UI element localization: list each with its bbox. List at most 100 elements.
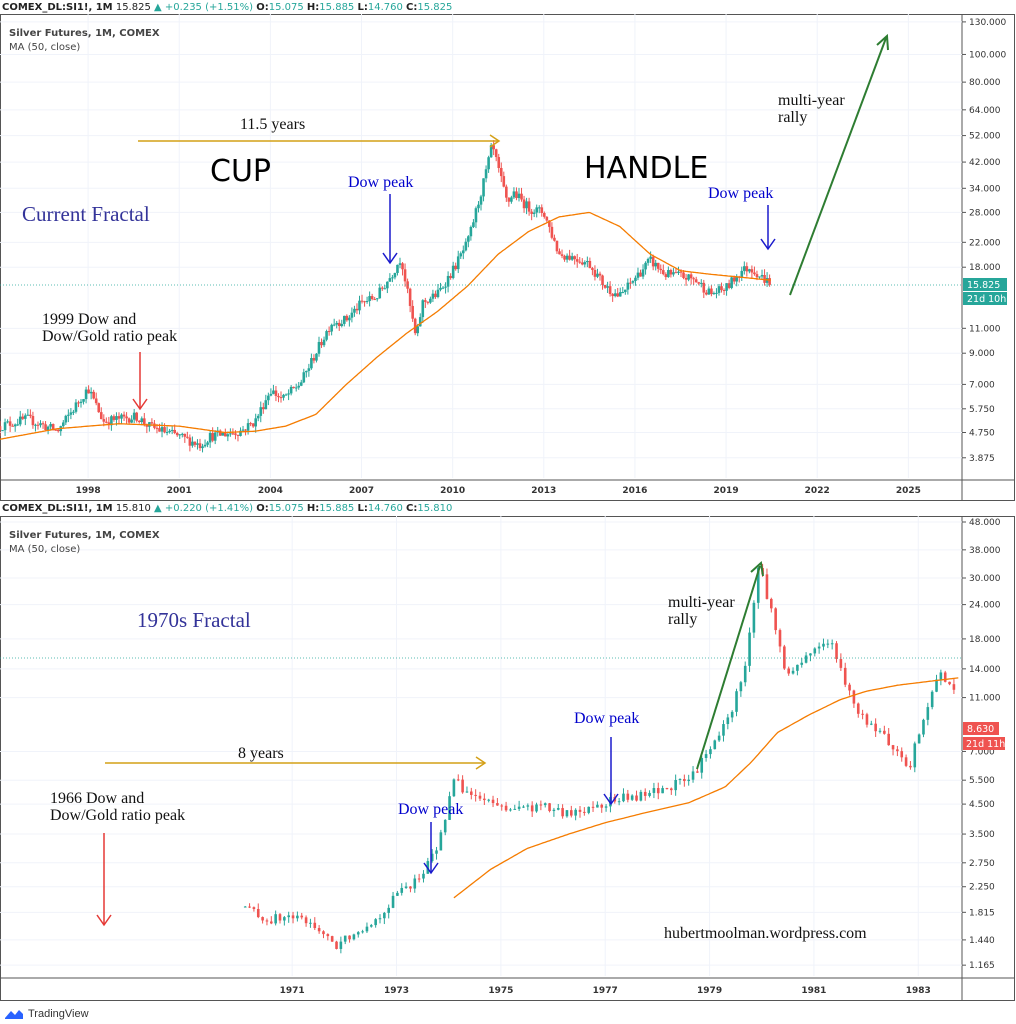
candle-body — [497, 157, 501, 168]
high-value: 15.885 — [319, 2, 355, 13]
candle-body — [127, 418, 131, 423]
candle-body — [578, 261, 582, 263]
candle-body — [856, 703, 860, 714]
candle-body — [180, 433, 184, 435]
candle-body — [689, 274, 693, 279]
bottom-time-tag: 21d 11h — [966, 739, 1005, 750]
candle-body — [137, 420, 141, 423]
candle-body — [145, 424, 149, 427]
candle-body — [277, 395, 280, 398]
candle-body — [543, 803, 547, 806]
bottom-legend-ma: MA (50, close) — [9, 544, 80, 555]
x-tick-label: 2001 — [167, 486, 192, 496]
open-label: O: — [256, 2, 269, 13]
candle-body — [578, 809, 582, 812]
candle-body — [748, 269, 751, 272]
candle-body — [353, 308, 356, 313]
candle-body — [51, 424, 55, 430]
candle-body — [327, 331, 331, 333]
candle-body — [155, 427, 159, 429]
y-tick-label: 3.500 — [969, 830, 995, 840]
y-tick-label: 38.000 — [969, 546, 1001, 556]
y-tick-label: 30.000 — [969, 574, 1001, 584]
candle-body — [601, 275, 604, 286]
bottom-chart[interactable]: 48.000 38.000 30.000 24.000 18.000 14.000 11.0… — [0, 516, 1016, 1004]
y-tick-label: 100.000 — [969, 50, 1006, 60]
change-value: +0.235 (+1.51%) — [164, 2, 254, 13]
top-arrowhead-icon — [132, 398, 148, 411]
top-header: COMEX_DL:SI1!, 1M 15.825 ▲ +0.235 (+1.51… — [2, 2, 452, 13]
bottom-arrowhead-icon — [475, 756, 487, 770]
bottom-price-tag: 8.630 — [967, 724, 994, 735]
top-price-tag: 15.825 — [967, 280, 1000, 291]
candle-body — [218, 430, 222, 436]
bottom-frame — [0, 516, 1015, 1001]
candle-body — [527, 201, 531, 212]
candle-body — [282, 394, 285, 398]
candle-body — [355, 308, 359, 311]
candle-body — [213, 432, 217, 441]
top-legend-ma: MA (50, close) — [9, 42, 80, 53]
fractal-1970s-label: 1970s Fractal — [137, 608, 251, 632]
candle-body — [443, 819, 447, 833]
candle-body — [378, 918, 382, 920]
candle-body — [669, 270, 673, 275]
candle-body — [598, 273, 602, 276]
candle-body — [188, 437, 192, 446]
candle-body — [387, 907, 390, 913]
candle-body — [265, 920, 269, 922]
candle-body — [332, 324, 336, 326]
candle-body — [822, 643, 825, 647]
y-tick-label: 5.500 — [969, 776, 995, 786]
candle-body — [758, 276, 761, 278]
candle-body — [561, 808, 564, 817]
candle-body — [403, 269, 407, 282]
candle-body — [515, 191, 518, 199]
candle-body — [635, 795, 638, 801]
candle-body — [743, 665, 747, 683]
open-value: 15.075 — [268, 2, 304, 13]
candle-body — [539, 804, 543, 806]
candle-body — [750, 269, 754, 273]
candle-body — [484, 169, 488, 179]
y-tick-label: 64.000 — [969, 106, 1001, 116]
top-peak-label-1: 1999 Dow and — [42, 311, 136, 328]
candle-body — [522, 199, 526, 209]
candle-body — [768, 278, 771, 285]
candle-body — [952, 684, 956, 690]
candle-body — [596, 273, 599, 277]
candle-body — [604, 806, 608, 808]
bottom-legend-title: Silver Futures, 1M, COMEX — [9, 530, 160, 541]
candle-body — [563, 255, 566, 260]
y-tick-label: 48.000 — [969, 518, 1001, 528]
candle-body — [896, 749, 899, 752]
candle-body — [809, 653, 812, 656]
candle-body — [448, 796, 451, 820]
candle-body — [393, 272, 397, 278]
top-chart[interactable]: 130.000 100.000 80.000 64.000 52.000 42.000 34… — [0, 14, 1016, 519]
candle-body — [112, 416, 116, 420]
moving-average-line — [0, 211, 771, 440]
candle-body — [320, 341, 323, 346]
candle-body — [409, 886, 412, 889]
candle-body — [735, 691, 738, 712]
candle-body — [287, 393, 290, 395]
top-arrowhead-icon — [760, 238, 776, 251]
y-tick-label: 11.000 — [969, 694, 1001, 704]
candle-body — [922, 719, 925, 735]
candle-body — [679, 271, 683, 273]
candle-body — [887, 733, 890, 746]
candle-body — [763, 275, 766, 283]
bottom-header: COMEX_DL:SI1!, 1M 15.810 ▲ +0.220 (+1.41… — [2, 503, 452, 514]
footer-brand[interactable]: TradingView — [28, 1008, 89, 1020]
candle-body — [374, 919, 377, 926]
candle-body — [193, 441, 197, 445]
candle-body — [408, 288, 412, 306]
candle-body — [0, 426, 2, 431]
top-arrowhead-icon — [382, 252, 398, 265]
candle-body — [160, 427, 164, 432]
candle-body — [241, 429, 245, 431]
candle-body — [474, 794, 477, 796]
candle-body — [165, 432, 169, 434]
x-tick-label: 2004 — [258, 486, 283, 496]
